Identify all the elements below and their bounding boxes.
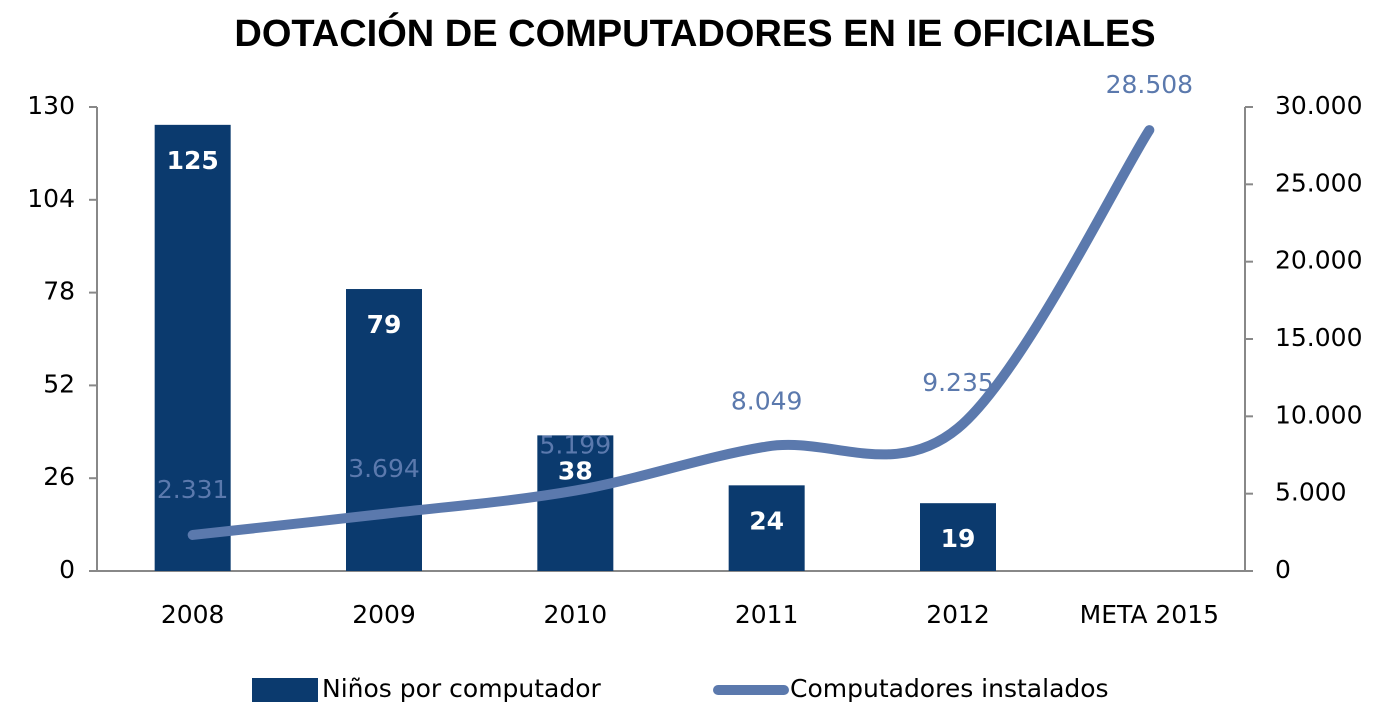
bar (154, 124, 231, 571)
bar-value-label: 19 (941, 524, 976, 553)
y2-tick-label: 5.000 (1275, 478, 1347, 507)
legend-swatch (252, 678, 318, 702)
line (187, 125, 1155, 540)
y-tick-label: 130 (27, 91, 75, 120)
bar (728, 485, 805, 571)
x-tick-label: 2011 (735, 600, 799, 629)
y2-tick-label: 25.000 (1275, 168, 1362, 197)
line-value-label: 28.508 (1106, 70, 1193, 99)
y-tick-label: 52 (43, 369, 75, 398)
bar-value-label: 125 (167, 146, 219, 175)
y-tick-label: 104 (27, 184, 75, 213)
legend-label: Niños por computador (322, 674, 602, 703)
x-tick-label: 2009 (352, 600, 416, 629)
line-value-label: 5.199 (540, 431, 612, 460)
bar-value-label: 79 (367, 310, 402, 339)
x-tick-label: 2010 (544, 600, 608, 629)
y2-tick-label: 15.000 (1275, 323, 1362, 352)
y2-tick-label: 10.000 (1275, 400, 1362, 429)
chart-title: DOTACIÓN DE COMPUTADORES EN IE OFICIALES (234, 11, 1155, 55)
legend-label: Computadores instalados (790, 674, 1109, 703)
y2-tick-label: 0 (1275, 555, 1291, 584)
y-tick-label: 0 (59, 555, 75, 584)
line-value-label: 8.049 (731, 387, 803, 416)
bar-value-label: 38 (558, 456, 593, 485)
y2-tick-label: 20.000 (1275, 246, 1362, 275)
bar (537, 435, 614, 571)
x-tick-label: 2008 (161, 600, 225, 629)
line-value-label: 2.331 (157, 475, 229, 504)
bar-value-label: 24 (749, 506, 784, 535)
line-value-label: 9.235 (922, 368, 994, 397)
bar (346, 289, 422, 571)
x-tick-label: META 2015 (1080, 600, 1219, 629)
y2-tick-label: 30.000 (1275, 91, 1362, 120)
bar (920, 503, 996, 571)
y-tick-label: 26 (43, 462, 75, 491)
line-value-label: 3.694 (348, 454, 420, 483)
y-tick-label: 78 (43, 277, 75, 306)
x-tick-label: 2012 (926, 600, 990, 629)
